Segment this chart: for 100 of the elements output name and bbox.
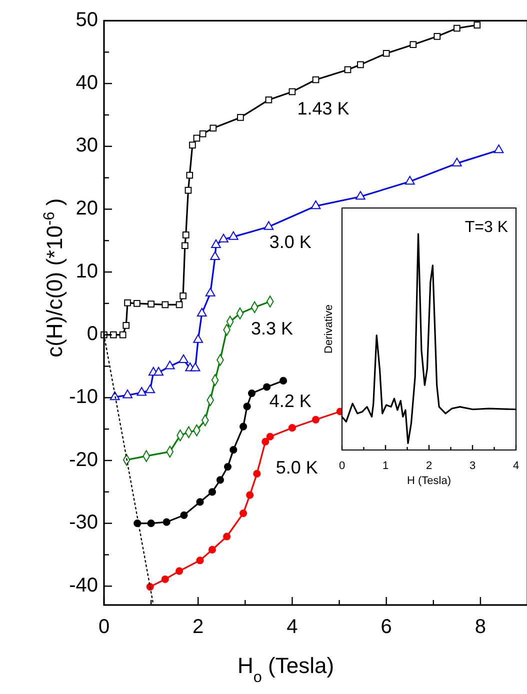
point (253, 470, 261, 478)
point (193, 334, 204, 343)
point (434, 32, 441, 40)
point (312, 76, 320, 84)
point (136, 387, 147, 396)
point (211, 239, 221, 248)
point (180, 292, 186, 300)
point (161, 575, 169, 584)
y-tick-label: 10 (76, 260, 98, 282)
point (344, 66, 352, 74)
point (237, 114, 244, 121)
point (182, 232, 190, 238)
point (210, 251, 220, 260)
y-tick-label: 50 (76, 8, 98, 31)
series-label: 3.3 K (250, 318, 294, 339)
point (186, 172, 194, 179)
point (205, 288, 216, 296)
point (124, 299, 131, 306)
x-tick-label: 2 (426, 460, 432, 472)
point (356, 191, 366, 200)
point (184, 186, 192, 194)
point (230, 446, 238, 454)
point (196, 308, 207, 317)
point (145, 384, 156, 394)
y-axis-title: Derivative (323, 304, 335, 354)
x-tick-label: 1 (382, 460, 389, 472)
point (262, 438, 270, 446)
series-label: 5.0 K (276, 457, 318, 478)
y-tick-label: -20 (69, 448, 98, 471)
point (410, 41, 417, 48)
point (279, 376, 288, 384)
point (218, 234, 228, 242)
point (178, 354, 188, 364)
annotation: T=3 K (464, 219, 508, 236)
x-tick-label: 4 (286, 616, 298, 638)
y-tick-label: 40 (76, 72, 98, 94)
y-tick-label: 30 (76, 134, 98, 157)
point (196, 498, 204, 506)
point (154, 366, 164, 376)
point (454, 24, 460, 32)
point (243, 402, 251, 410)
point (239, 422, 248, 430)
point (264, 221, 274, 230)
x-tick-label: 8 (474, 616, 486, 638)
point (208, 488, 216, 496)
point (180, 511, 188, 519)
point (216, 476, 224, 484)
x-axis-title: H (Tesla) (406, 475, 452, 487)
y-tick-label: -10 (69, 386, 98, 408)
point (246, 491, 254, 499)
point (176, 567, 184, 575)
x-tick-label: 3 (469, 460, 476, 472)
point (189, 142, 196, 149)
point (474, 22, 481, 29)
point (265, 96, 272, 104)
y-tick-label: 0 (86, 323, 98, 346)
point (310, 200, 321, 210)
x-tick-label: 2 (192, 616, 204, 638)
point (134, 300, 140, 307)
point (210, 124, 217, 132)
point (147, 520, 155, 528)
series-label: 4.2 K (269, 390, 312, 411)
point (182, 242, 188, 250)
point (266, 432, 274, 440)
point (288, 88, 296, 96)
point (263, 383, 271, 391)
x-axis-title: H$_{o}$ (Tesla) (237, 653, 334, 686)
y-tick-label: -30 (69, 512, 98, 534)
series-label: 3.0 K (269, 232, 312, 252)
point (248, 389, 256, 398)
point (288, 424, 296, 432)
point (382, 50, 390, 57)
series-label: 1.43 K (297, 98, 350, 119)
point (162, 301, 169, 308)
y-tick-label: -40 (69, 574, 98, 596)
x-tick-label: 0 (338, 460, 346, 472)
point (164, 360, 175, 370)
x-tick-label: 4 (512, 460, 520, 472)
x-tick-label: 6 (380, 616, 392, 638)
point (312, 416, 320, 424)
point (357, 61, 364, 68)
point (119, 331, 126, 338)
y-tick-label: 20 (76, 197, 98, 220)
point (404, 176, 415, 185)
point (193, 134, 200, 142)
point (162, 518, 170, 526)
point (452, 158, 462, 166)
point (208, 546, 216, 554)
point (239, 509, 248, 518)
point (196, 556, 204, 564)
point (494, 144, 504, 154)
point (176, 301, 183, 308)
point (148, 300, 154, 308)
point (228, 231, 238, 240)
point (110, 331, 117, 338)
point (122, 322, 130, 329)
point (224, 462, 232, 471)
point (223, 532, 231, 540)
point (199, 130, 206, 138)
point (122, 390, 132, 398)
